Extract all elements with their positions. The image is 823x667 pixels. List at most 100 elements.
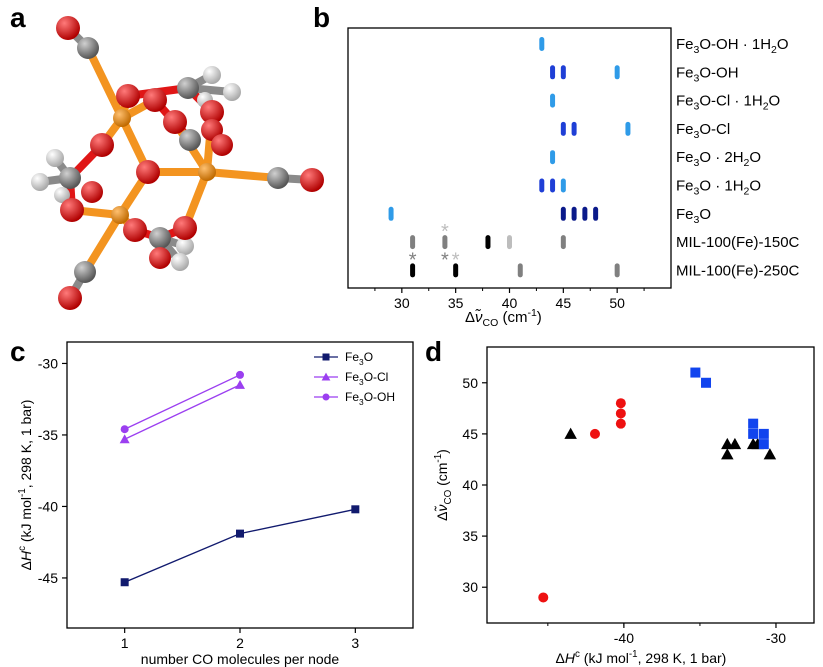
panel-b-xtick-label: 40 bbox=[502, 295, 518, 311]
panel-c-legend-marker bbox=[321, 372, 331, 381]
panel-b-row-label: MIL-100(Fe)-150C bbox=[676, 234, 800, 251]
panel-d-point bbox=[701, 377, 712, 388]
oxygen-atom bbox=[143, 88, 167, 112]
panel-b-band-mark bbox=[539, 178, 545, 193]
panel-b-row-label: Fe3O-Cl bbox=[676, 121, 730, 141]
panel-c-point bbox=[120, 578, 129, 587]
panel-d-point bbox=[690, 367, 701, 378]
panel-d-point bbox=[748, 428, 759, 439]
panel-b-band-mark bbox=[453, 263, 459, 278]
panel-c-series-line bbox=[124, 374, 241, 430]
panel-d-point bbox=[721, 448, 734, 460]
panel-b-band-mark bbox=[410, 235, 416, 250]
panel-d-point bbox=[615, 398, 626, 409]
bond bbox=[81, 211, 124, 276]
panel-d-point bbox=[763, 448, 777, 460]
panel-a-label: a bbox=[10, 2, 26, 33]
panel-b-band-mark bbox=[560, 121, 566, 136]
panel-c-ytick-label: -40 bbox=[38, 498, 58, 514]
oxygen-atom bbox=[81, 181, 103, 203]
panel-b-band-mark bbox=[560, 235, 566, 250]
panel-c-point bbox=[120, 425, 129, 434]
panel-b-asterisk: * bbox=[441, 221, 449, 243]
panel-b-label: b bbox=[313, 2, 331, 33]
panel-d-ytick-label: 50 bbox=[462, 375, 478, 391]
panel-b-row-label: Fe3O · 2H2O bbox=[676, 149, 761, 169]
molecule-model bbox=[31, 16, 324, 310]
carbon-atom bbox=[267, 167, 289, 189]
hydrogen-atom bbox=[203, 66, 221, 84]
panel-c-ylabel: ΔHc (kJ mol-1, 298 K, 1 bar) bbox=[17, 400, 34, 571]
panel-b-band-mark bbox=[388, 206, 394, 221]
panel-c-legend-marker bbox=[322, 353, 330, 361]
panel-c-series-line bbox=[124, 384, 241, 440]
panel-b-band-mark bbox=[560, 65, 566, 80]
carbon-atom bbox=[59, 167, 81, 189]
panel-d-ylabel: Δν̃CO (cm-1) bbox=[433, 449, 454, 521]
panel-c-xlabel: number CO molecules per node bbox=[141, 651, 340, 667]
oxygen-atom bbox=[211, 134, 233, 156]
bond bbox=[84, 44, 126, 122]
panel-b-asterisk: * bbox=[409, 249, 417, 271]
panel-d-ytick-label: 40 bbox=[462, 477, 478, 493]
oxygen-atom bbox=[123, 218, 147, 242]
panel-b-row-label: Fe3O · 1H2O bbox=[676, 178, 761, 198]
panel-d-frame bbox=[486, 346, 815, 624]
oxygen-atom bbox=[136, 160, 160, 184]
panel-c-legend-label: Fe3O-OH bbox=[345, 390, 395, 407]
panel-b-row-label: Fe3O-OH · 1H2O bbox=[676, 36, 789, 56]
hydrogen-atom bbox=[171, 253, 189, 271]
panel-d-label: d bbox=[425, 336, 443, 367]
panel-b-band-mark bbox=[550, 93, 556, 108]
panel-b-row-label: Fe3O-OH bbox=[676, 64, 739, 84]
panel-c-legend-marker bbox=[322, 393, 330, 401]
panel-c-legend-label: Fe3O bbox=[345, 350, 373, 367]
panel-d-ytick-label: 35 bbox=[462, 528, 478, 544]
panel-c-xtick-label: 2 bbox=[236, 635, 244, 651]
panel-c-xtick-label: 1 bbox=[121, 635, 129, 651]
panel-c-ytick-label: -35 bbox=[38, 427, 58, 443]
oxygen-atom bbox=[300, 168, 324, 192]
panel-c-point bbox=[236, 529, 244, 538]
panel-b-band-mark bbox=[485, 235, 491, 250]
panel-d-point bbox=[615, 408, 626, 419]
panel-d-point bbox=[564, 427, 577, 439]
panel-b-band-mark bbox=[507, 235, 512, 250]
panel-b-asterisk: * bbox=[452, 249, 460, 271]
panel-c-legend-label: Fe3O-Cl bbox=[345, 370, 388, 387]
panel-b-band-mark bbox=[550, 178, 556, 193]
panel-d-xtick-label: -30 bbox=[766, 630, 786, 646]
panel-b-band-mark bbox=[410, 263, 416, 278]
oxygen-atom bbox=[58, 286, 82, 310]
carbon-atom bbox=[77, 37, 99, 59]
oxygen-atom bbox=[60, 198, 84, 222]
oxygen-atom bbox=[90, 133, 114, 157]
panel-b-band-mark bbox=[550, 65, 556, 80]
panel-d-point bbox=[615, 418, 626, 429]
panel-b-band-mark bbox=[614, 263, 620, 278]
panel-b-band-mark bbox=[571, 206, 577, 221]
iron-atom bbox=[113, 109, 131, 127]
panel-c-series-line bbox=[124, 508, 356, 583]
hydrogen-atom bbox=[46, 149, 64, 167]
oxygen-atom bbox=[56, 16, 80, 40]
carbon-atom bbox=[74, 261, 96, 283]
panel-d-point bbox=[748, 418, 759, 429]
panel-b-row-label: MIL-100(Fe)-250C bbox=[676, 262, 800, 279]
panel-d-point bbox=[728, 437, 742, 450]
oxygen-atom bbox=[200, 100, 224, 124]
hydrogen-atom bbox=[54, 187, 70, 203]
panel-b-row-label: Fe3O-Cl · 1H2O bbox=[676, 93, 780, 113]
panel-c-xtick-label: 3 bbox=[351, 635, 359, 651]
panel-b-xtick-label: 45 bbox=[556, 295, 572, 311]
panel-d-xtick-label: -40 bbox=[614, 630, 634, 646]
oxygen-atom bbox=[116, 84, 140, 108]
panel-b-band-mark bbox=[442, 235, 448, 250]
panel-c-ytick-label: -45 bbox=[38, 570, 58, 586]
bond bbox=[203, 168, 282, 182]
panel-d-xlabel: ΔHc (kJ mol-1, 298 K, 1 bar) bbox=[556, 649, 727, 666]
panel-b-xlabel: Δν̃CO (cm-1) bbox=[465, 307, 542, 329]
oxygen-atom bbox=[163, 110, 187, 134]
hydrogen-atom bbox=[223, 83, 241, 101]
